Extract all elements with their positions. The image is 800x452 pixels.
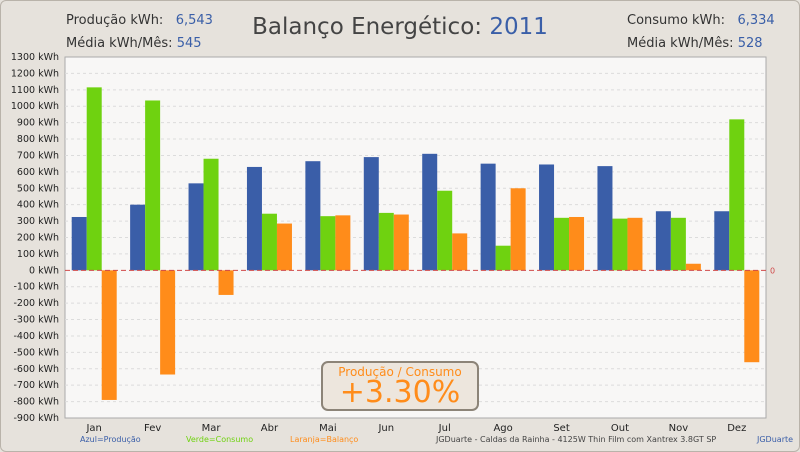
- bar-consumption: [437, 190, 453, 271]
- x-tick-label: Jan: [85, 423, 101, 434]
- right-axis-zero-label: 0: [770, 266, 775, 275]
- bar-production: [71, 216, 87, 271]
- y-tick-label: 1200 kWh: [11, 68, 59, 79]
- bar-production: [714, 211, 730, 271]
- y-tick-label: 100 kWh: [17, 249, 59, 260]
- consumption-total: Consumo kWh: 6,334: [627, 13, 775, 28]
- bar-consumption: [261, 213, 277, 271]
- bar-consumption: [670, 217, 686, 271]
- production-total-label: Produção kWh:: [66, 13, 164, 28]
- bar-balance: [276, 223, 292, 271]
- consumption-total-label: Consumo kWh:: [627, 13, 726, 28]
- production-average: Média kWh/Mês: 545: [66, 36, 202, 51]
- bar-balance: [685, 263, 701, 271]
- y-tick-label: 200 kWh: [17, 233, 59, 244]
- y-tick-label: -900 kWh: [14, 413, 60, 424]
- x-tick-label: Abr: [261, 423, 279, 434]
- y-tick-label: -100 kWh: [14, 282, 60, 293]
- production-total: Produção kWh: 6,543: [66, 13, 213, 28]
- bar-production: [422, 153, 438, 271]
- bar-production: [655, 211, 671, 271]
- bar-balance: [335, 215, 351, 271]
- y-tick-label: 400 kWh: [17, 200, 59, 211]
- legend-production: Azul=Produção: [80, 435, 141, 444]
- chart-title-text: Balanço Energético:: [252, 14, 483, 40]
- y-tick-label: -800 kWh: [14, 397, 60, 408]
- bar-consumption: [612, 218, 628, 271]
- bar-production: [539, 164, 555, 271]
- bar-production: [363, 157, 379, 271]
- production-average-label: Média kWh/Mês:: [66, 36, 173, 51]
- y-tick-label: -600 kWh: [14, 364, 60, 375]
- ratio-label: Produção / Consumo: [338, 365, 462, 379]
- bar-production: [130, 204, 146, 271]
- bar-consumption: [320, 216, 336, 271]
- y-tick-label: -500 kWh: [14, 347, 60, 358]
- bar-consumption: [554, 217, 570, 271]
- bar-production: [480, 163, 496, 271]
- production-average-value: 545: [176, 36, 202, 51]
- y-tick-label: 700 kWh: [17, 150, 59, 161]
- y-tick-label: -700 kWh: [14, 380, 60, 391]
- x-tick-label: Mar: [202, 423, 222, 434]
- y-tick-label: 600 kWh: [17, 167, 59, 178]
- bar-production: [305, 161, 321, 271]
- footer-info: JGDuarte - Caldas da Rainha - 4125W Thin…: [436, 435, 717, 444]
- bar-balance: [744, 270, 760, 363]
- bar-consumption: [378, 212, 394, 271]
- bar-balance: [452, 233, 468, 271]
- bar-balance: [101, 270, 117, 400]
- x-tick-label: Jul: [438, 423, 451, 434]
- y-tick-label: 300 kWh: [17, 216, 59, 227]
- y-tick-label: 1300 kWh: [11, 52, 59, 63]
- legend-balance: Laranja=Balanço: [290, 435, 359, 444]
- consumption-average-label: Média kWh/Mês:: [627, 36, 734, 51]
- bar-consumption: [203, 158, 219, 271]
- bar-production: [597, 166, 613, 271]
- x-tick-label: Out: [611, 423, 629, 434]
- y-tick-label: 1100 kWh: [11, 85, 59, 96]
- y-tick-label: 800 kWh: [17, 134, 59, 145]
- bar-consumption: [495, 245, 511, 271]
- x-tick-label: Dez: [727, 423, 746, 434]
- bar-balance: [510, 188, 526, 271]
- production-total-value: 6,543: [175, 13, 213, 28]
- legend-consumption: Verde=Consumo: [186, 435, 254, 444]
- y-tick-label: -200 kWh: [14, 298, 60, 309]
- y-tick-label: -300 kWh: [14, 315, 60, 326]
- consumption-average-value: 528: [737, 36, 763, 51]
- chart-title: Balanço Energético: 2011: [0, 14, 800, 40]
- bar-balance: [160, 270, 176, 375]
- bar-consumption: [729, 119, 745, 271]
- footer-author: JGDuarte: [757, 435, 794, 444]
- x-tick-label: Mai: [319, 423, 337, 434]
- consumption-total-value: 6,334: [737, 13, 775, 28]
- ratio-value: +3.30%: [339, 375, 461, 410]
- bar-production: [188, 183, 204, 271]
- x-tick-label: Jun: [377, 423, 394, 434]
- x-tick-label: Nov: [669, 423, 689, 434]
- bar-balance: [627, 217, 643, 271]
- y-tick-label: 500 kWh: [17, 183, 59, 194]
- bar-consumption: [86, 87, 102, 271]
- bar-consumption: [145, 100, 161, 271]
- bar-balance: [218, 270, 234, 295]
- x-tick-label: Set: [553, 423, 570, 434]
- y-tick-label: 0 kWh: [29, 265, 59, 276]
- y-tick-label: 900 kWh: [17, 118, 59, 129]
- y-tick-label: -400 kWh: [14, 331, 60, 342]
- x-tick-label: Fev: [144, 423, 161, 434]
- chart-title-year: 2011: [489, 14, 548, 40]
- bar-balance: [393, 214, 409, 271]
- bar-balance: [569, 216, 585, 271]
- bar-production: [246, 166, 262, 271]
- consumption-average: Média kWh/Mês: 528: [627, 36, 763, 51]
- y-tick-label: 1000 kWh: [11, 101, 59, 112]
- ratio-box: Produção / Consumo +3.30%: [321, 361, 479, 411]
- x-tick-label: Ago: [493, 423, 512, 434]
